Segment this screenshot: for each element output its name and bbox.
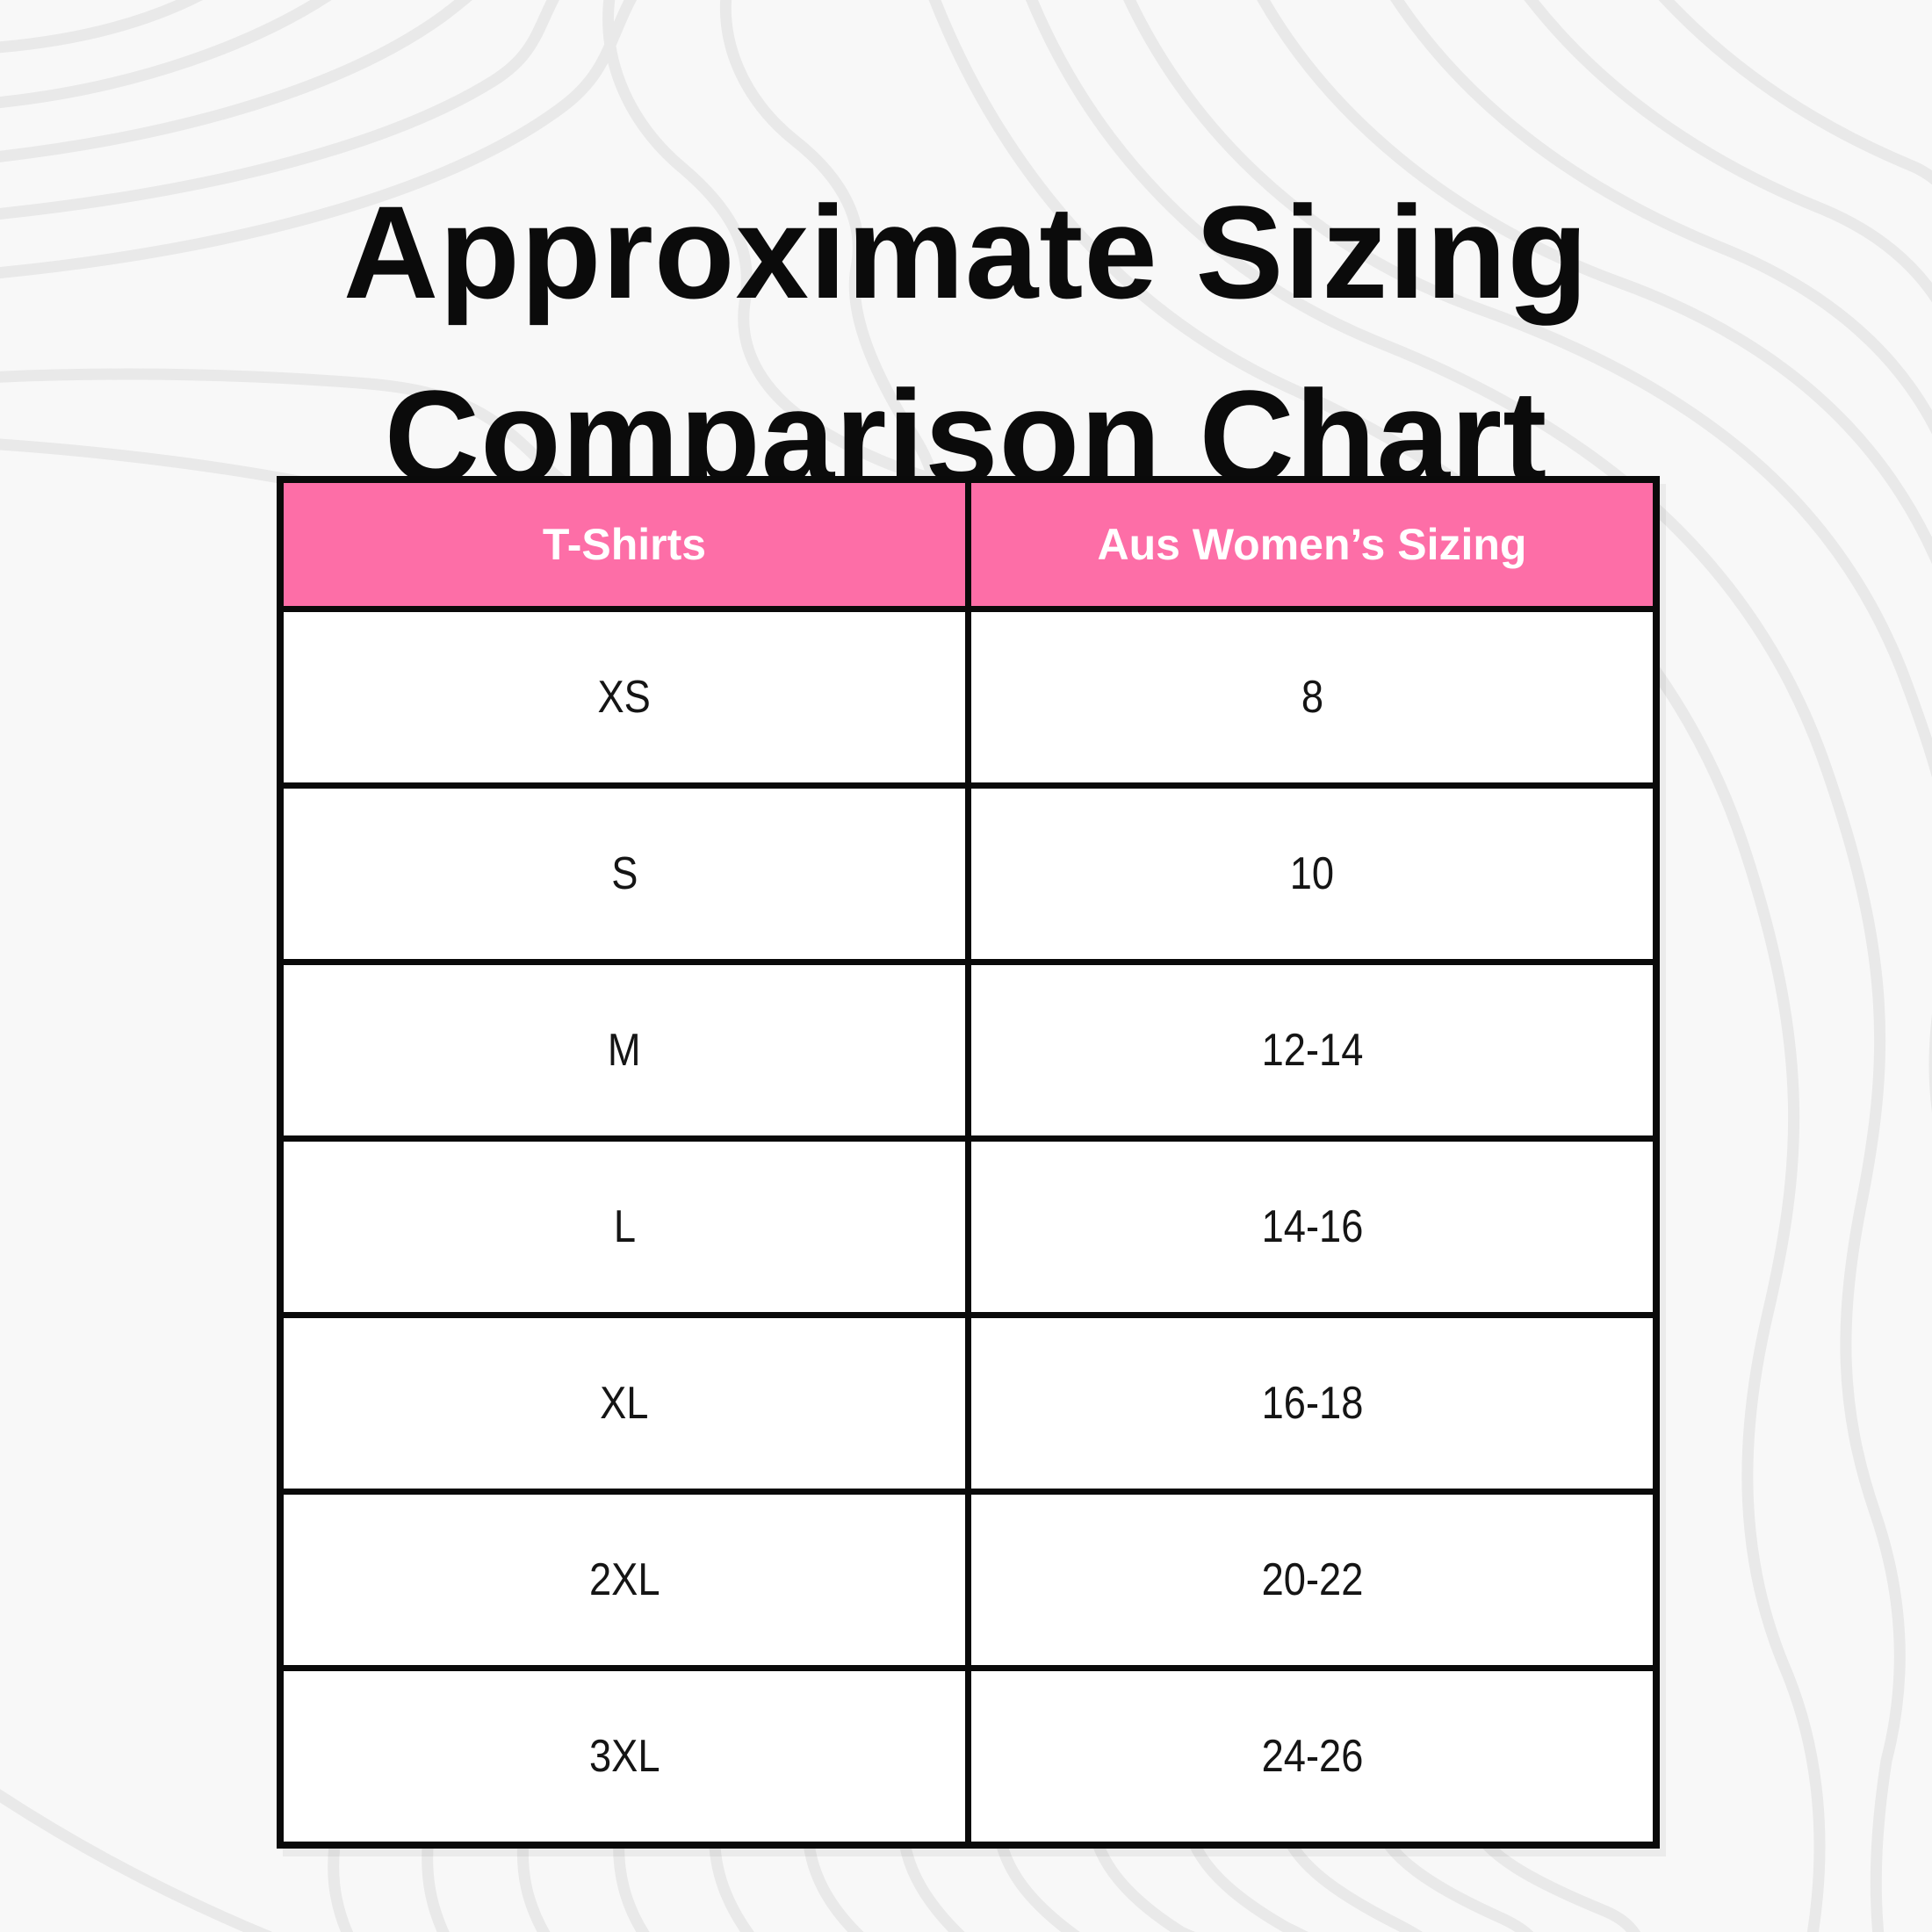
aus-size-value: 12-14 xyxy=(1261,1025,1363,1076)
tshirt-size-cell: L xyxy=(284,1142,965,1312)
tshirt-size-value: L xyxy=(613,1201,636,1252)
header-cell-aus-womens-sizing: Aus Women’s Sizing xyxy=(971,483,1653,606)
aus-size-cell: 10 xyxy=(971,789,1653,959)
tshirt-size-value: M xyxy=(608,1025,641,1076)
tshirt-size-value: 3XL xyxy=(588,1731,660,1782)
tshirt-size-cell: 2XL xyxy=(284,1495,965,1665)
aus-size-value: 20-22 xyxy=(1261,1554,1363,1605)
aus-size-value: 10 xyxy=(1289,848,1335,899)
aus-size-cell: 20-22 xyxy=(971,1495,1653,1665)
page-title-line1: Approximate Sizing xyxy=(342,177,1590,326)
page-title: Approximate Sizing Comparison Chart xyxy=(0,160,1932,529)
aus-size-cell: 12-14 xyxy=(971,965,1653,1135)
header-label-tshirts: T-Shirts xyxy=(542,520,707,569)
header-label-aus-womens-sizing: Aus Women’s Sizing xyxy=(1097,520,1527,569)
aus-size-value: 24-26 xyxy=(1261,1731,1363,1782)
tshirt-size-cell: XS xyxy=(284,612,965,782)
aus-size-cell: 16-18 xyxy=(971,1318,1653,1489)
tshirt-size-value: 2XL xyxy=(588,1554,660,1605)
header-cell-tshirts: T-Shirts xyxy=(284,483,965,606)
tshirt-size-cell: 3XL xyxy=(284,1671,965,1842)
tshirt-size-cell: XL xyxy=(284,1318,965,1489)
tshirt-size-value: S xyxy=(610,848,638,899)
tshirt-size-cell: S xyxy=(284,789,965,959)
tshirt-size-value: XS xyxy=(597,672,652,723)
aus-size-value: 8 xyxy=(1301,672,1323,723)
sizing-comparison-table: T-Shirts Aus Women’s Sizing XS 8 S 10 M … xyxy=(277,476,1660,1849)
aus-size-cell: 8 xyxy=(971,612,1653,782)
aus-size-value: 16-18 xyxy=(1261,1378,1363,1429)
aus-size-cell: 14-16 xyxy=(971,1142,1653,1312)
aus-size-cell: 24-26 xyxy=(971,1671,1653,1842)
aus-size-value: 14-16 xyxy=(1261,1201,1363,1252)
tshirt-size-value: XL xyxy=(600,1378,649,1429)
tshirt-size-cell: M xyxy=(284,965,965,1135)
